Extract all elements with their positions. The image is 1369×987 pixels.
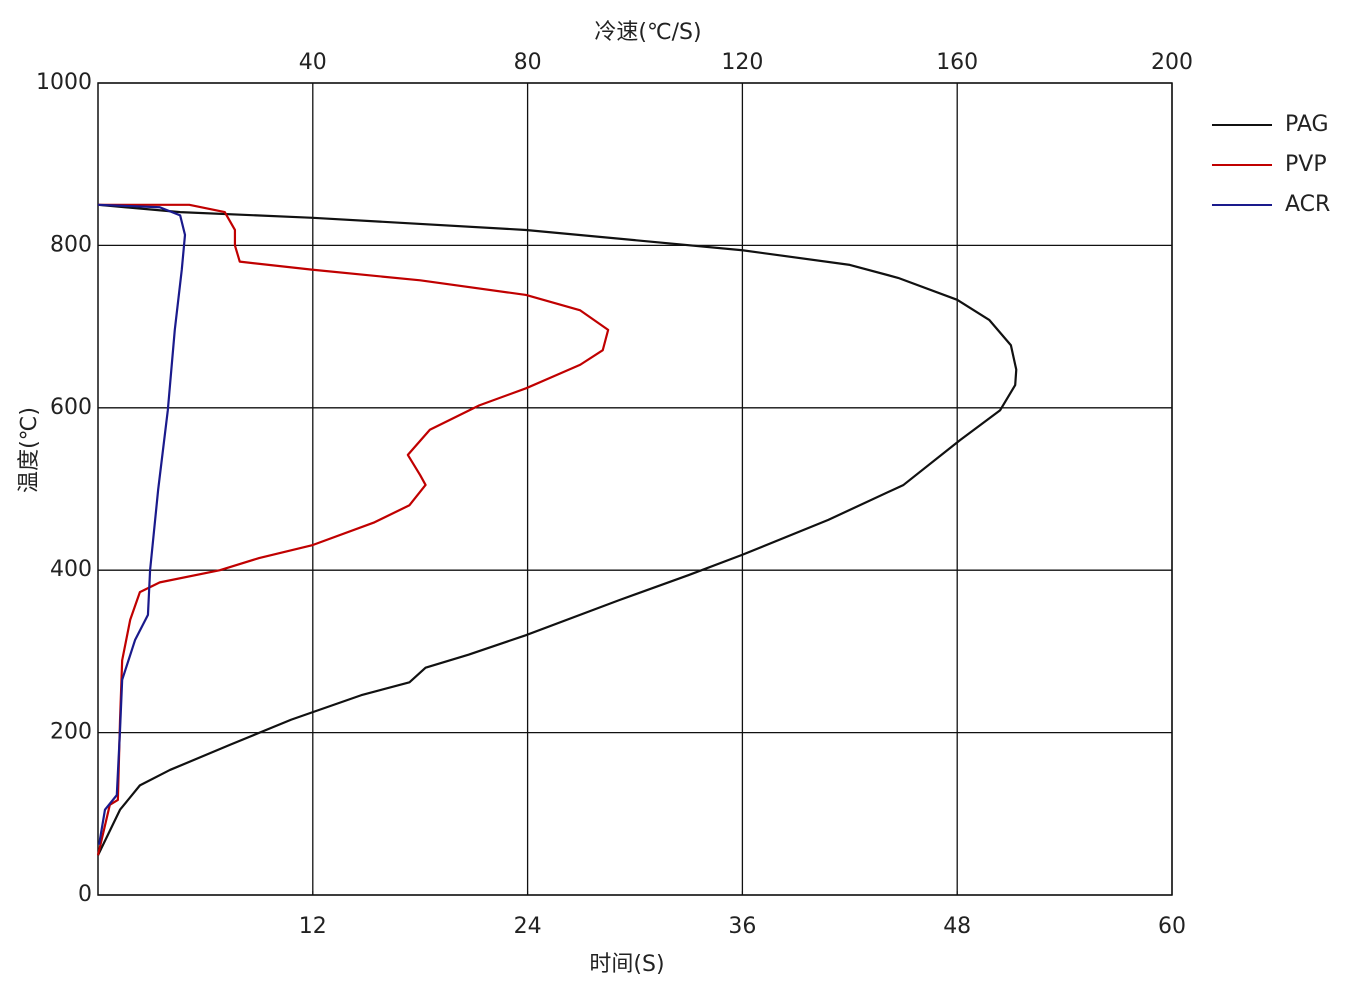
x-axis-title: 冷速(℃/S) xyxy=(594,20,701,45)
plot-frame xyxy=(97,82,1173,896)
y-tick-label: 1000 xyxy=(36,70,92,95)
x2-tick-label: 60 xyxy=(1158,914,1186,939)
y-tick-label: 600 xyxy=(50,395,92,420)
legend-label: PVP xyxy=(1285,152,1327,177)
x-tick-label: 120 xyxy=(721,50,763,75)
series-line xyxy=(97,203,187,845)
x-tick-label: 160 xyxy=(936,50,978,75)
y-axis-title: 温度(℃) xyxy=(17,407,42,493)
x2-tick-label: 48 xyxy=(943,914,971,939)
x2-tick-label: 12 xyxy=(299,914,327,939)
x-tick-label: 80 xyxy=(514,50,542,75)
y-tick-label: 400 xyxy=(50,557,92,582)
series-line xyxy=(96,203,610,856)
x-tick-label: 200 xyxy=(1151,50,1193,75)
series-line xyxy=(97,203,1018,856)
y-tick-label: 200 xyxy=(50,720,92,745)
legend-label: ACR xyxy=(1285,192,1330,217)
x2-tick-label: 24 xyxy=(514,914,542,939)
y-tick-label: 0 xyxy=(78,882,92,907)
x-tick-label: 40 xyxy=(299,50,327,75)
y-tick-label: 800 xyxy=(50,232,92,257)
x2-tick-label: 36 xyxy=(728,914,756,939)
x2-axis-title: 时间(S) xyxy=(589,952,664,977)
legend-label: PAG xyxy=(1285,112,1329,137)
